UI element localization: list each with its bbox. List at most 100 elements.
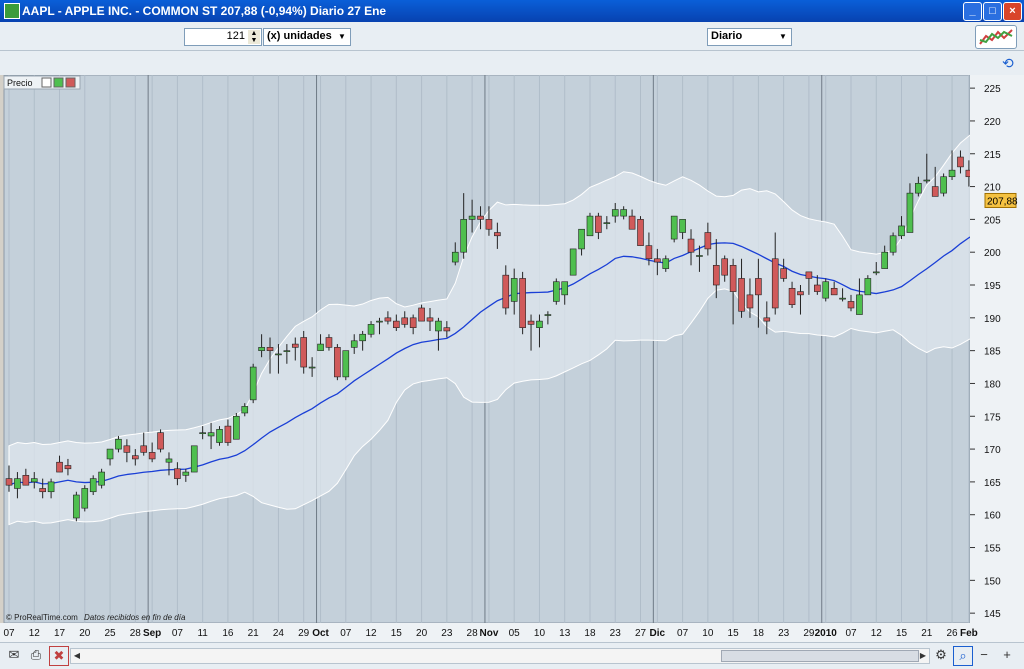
print-icon[interactable]: ⎙: [30, 647, 42, 662]
candle: [839, 297, 846, 300]
candle: [435, 320, 442, 332]
candle: [443, 327, 451, 332]
horizontal-scrollbar[interactable]: ◀ ▶: [70, 648, 930, 664]
y-tick-label: 215: [984, 150, 1001, 161]
candle: [418, 307, 425, 322]
candle: [165, 458, 173, 463]
y-tick-label: 180: [984, 379, 1001, 390]
candle: [830, 287, 838, 296]
x-tick-label: 2010: [815, 628, 838, 639]
candle: [39, 488, 46, 493]
candle: [679, 219, 686, 233]
maximize-button[interactable]: □: [983, 2, 1002, 21]
x-tick-label: 20: [79, 628, 91, 639]
candle: [182, 471, 190, 476]
zoom-out-icon[interactable]: −: [980, 647, 988, 662]
x-tick-label: 21: [921, 628, 933, 639]
y-tick-label: 210: [984, 183, 1001, 194]
chart-settings-icon[interactable]: ⚙: [935, 647, 947, 662]
close-button[interactable]: ×: [1003, 2, 1022, 21]
candle: [190, 445, 198, 473]
sub-toolbar: [0, 51, 1024, 75]
candle: [578, 228, 585, 250]
candle: [923, 179, 931, 182]
y-tick-label: 220: [984, 117, 1001, 128]
chart-area[interactable]: 145 150 155 160 165 170 175 180 185 190 195 200 205 2…: [0, 74, 1024, 642]
candle: [350, 340, 358, 348]
candle: [123, 445, 131, 453]
y-tick-label: 170: [984, 445, 1001, 456]
x-tick-label: 20: [416, 628, 428, 639]
scroll-right-icon[interactable]: ▶: [919, 651, 927, 660]
candle: [468, 215, 476, 220]
y-tick-label: 190: [984, 314, 1001, 325]
candle: [266, 347, 274, 351]
candles-group: [5, 150, 990, 522]
y-tick-label: 185: [984, 347, 1001, 358]
candle: [241, 406, 249, 414]
chevron-down-icon: ▼: [338, 32, 346, 41]
add-indicator-icon: [53, 77, 64, 88]
candle: [384, 317, 392, 322]
units-stepper[interactable]: 121 ▲ ▼: [184, 28, 262, 46]
refresh-icon[interactable]: ⟲: [1002, 55, 1014, 71]
candle: [233, 415, 240, 440]
candle: [308, 366, 316, 369]
candle: [157, 432, 164, 450]
zoom-select-icon[interactable]: ⌕: [953, 646, 973, 666]
last-price-tag: [984, 192, 1017, 208]
candle: [317, 343, 324, 351]
scroll-thumb[interactable]: [721, 650, 919, 662]
mail-icon[interactable]: ✉: [8, 647, 20, 662]
x-tick-label: 17: [54, 628, 66, 639]
candle: [98, 471, 105, 486]
candle: [687, 238, 695, 253]
candle: [889, 235, 897, 253]
y-tick-label: 160: [984, 511, 1001, 522]
chart-type-button[interactable]: [975, 25, 1017, 49]
candle: [401, 317, 409, 325]
x-tick-label: 12: [871, 628, 883, 639]
candle: [300, 337, 308, 368]
y-tick-label: 150: [984, 576, 1001, 587]
price-chart[interactable]: 145 150 155 160 165 170 175 180 185 190 195 200 205 2…: [0, 74, 1024, 642]
x-tick-label: 07: [340, 628, 352, 639]
units-value: 121: [226, 30, 245, 42]
candle: [738, 278, 745, 312]
x-tick-label: 10: [534, 628, 546, 639]
moving-average-line: [8, 226, 987, 486]
x-tick-label: 28: [467, 628, 479, 639]
candle: [822, 281, 830, 299]
spin-arrows-icon[interactable]: ▲ ▼: [248, 30, 260, 44]
candle: [89, 478, 97, 493]
candle: [544, 314, 552, 316]
candle: [721, 258, 729, 276]
candle: [569, 248, 577, 276]
chevron-down-icon: ▼: [779, 32, 787, 41]
candle: [485, 219, 493, 230]
candle: [915, 182, 922, 194]
candle: [704, 232, 712, 250]
units-select[interactable]: (x) unidades ▼: [263, 28, 351, 46]
minimize-button[interactable]: _: [963, 2, 982, 21]
scroll-left-icon[interactable]: ◀: [73, 651, 81, 660]
footer-brand: © ProRealTime.com: [6, 613, 78, 622]
candle: [216, 429, 223, 443]
candle: [283, 350, 291, 352]
period-select[interactable]: Diario ▼: [707, 28, 792, 46]
candle: [426, 317, 434, 322]
candle: [409, 317, 417, 328]
candle: [199, 432, 206, 434]
x-tick-label: 10: [702, 628, 714, 639]
candle: [275, 353, 282, 356]
x-tick-label: 16: [222, 628, 234, 639]
candle: [22, 475, 30, 486]
zoom-in-icon[interactable]: +: [1003, 647, 1011, 662]
last-price-label: 207,88: [987, 196, 1018, 207]
bottom-bar: ✉ ⎙ ✖ ◀ ▶ ⚙ ⌕ − +: [0, 642, 1024, 669]
candle: [552, 281, 560, 302]
candle: [115, 438, 122, 450]
app-icon: [4, 3, 20, 19]
delete-icon[interactable]: ✖: [49, 646, 69, 666]
